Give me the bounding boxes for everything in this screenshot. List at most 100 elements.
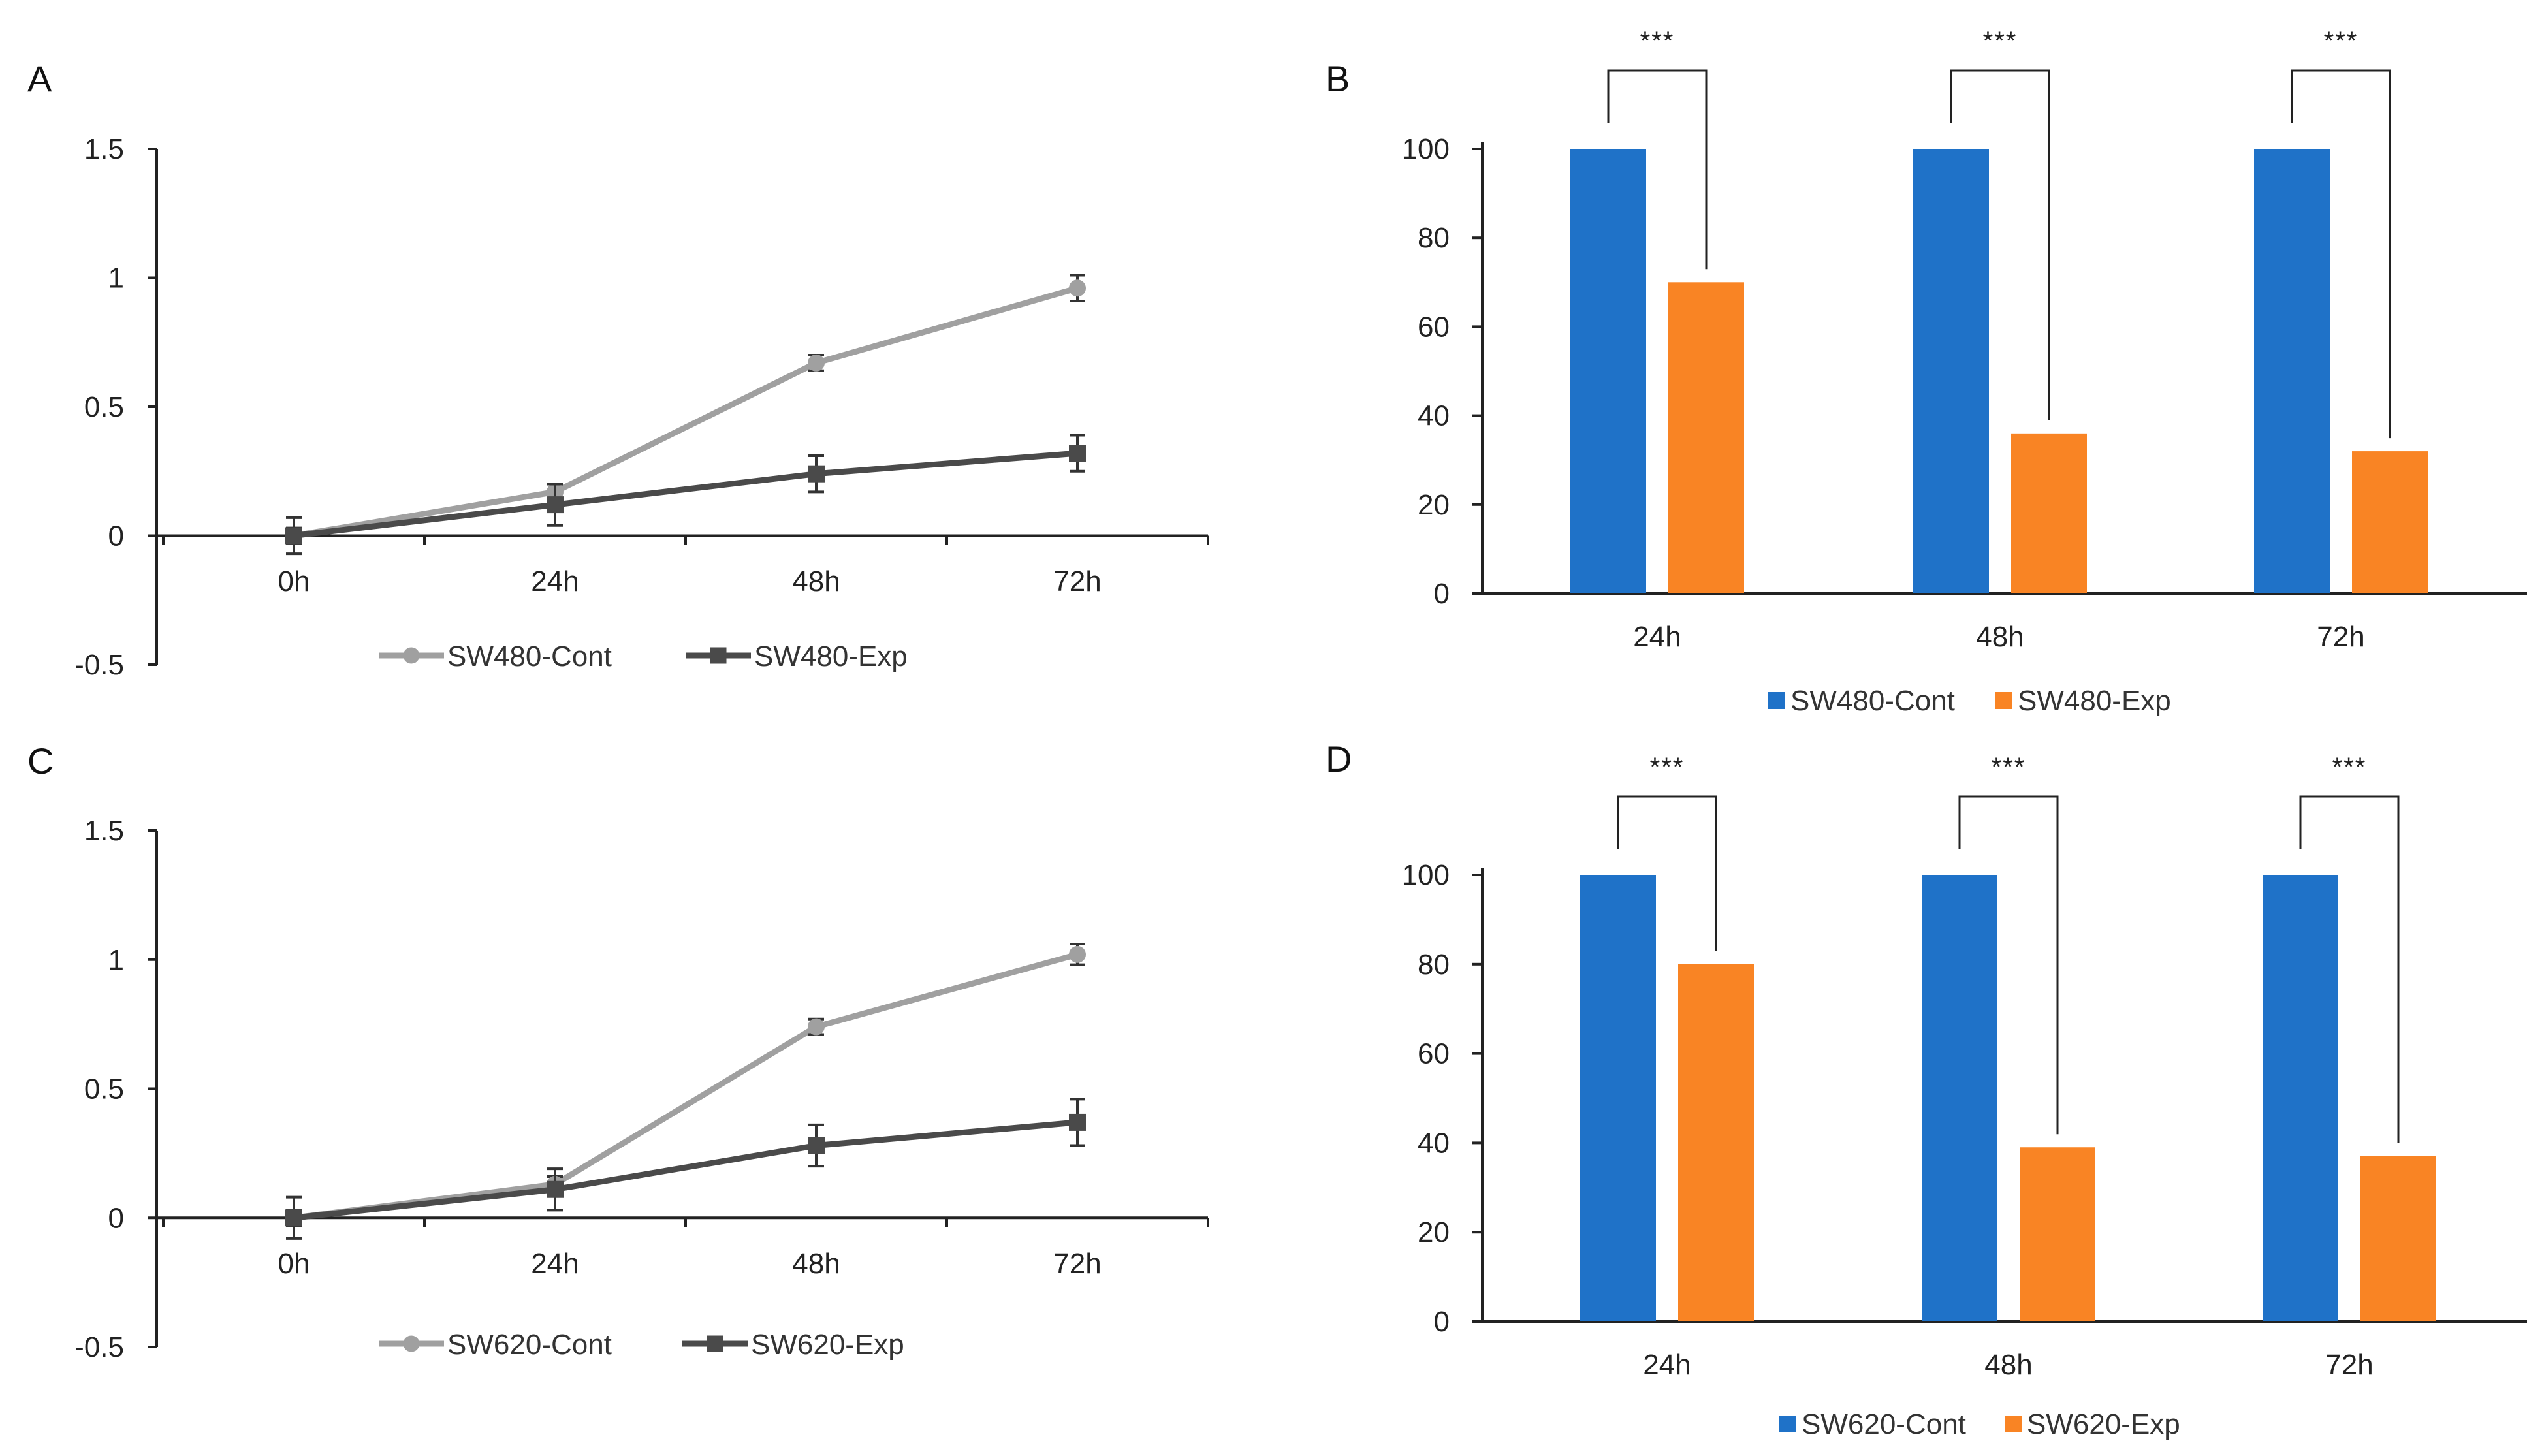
legend-marker-cont xyxy=(403,647,420,664)
panel-letter: B xyxy=(1326,58,1350,99)
series-line-exp xyxy=(293,1119,1078,1221)
significance-label: *** xyxy=(1650,753,1685,782)
panel-letter: A xyxy=(27,58,52,99)
legend: SW620-Cont SW620-Exp xyxy=(379,1329,904,1361)
legend-label-cont: SW480-Cont xyxy=(1790,685,1955,717)
legend-label-cont: SW620-Cont xyxy=(447,1329,612,1361)
series-line-cont xyxy=(293,951,1079,1221)
legend-label-exp: SW480-Exp xyxy=(2018,685,2171,717)
bar-cont xyxy=(2263,875,2338,1321)
legend-swatch-exp xyxy=(2005,1416,2022,1432)
x-tick-label: 48h xyxy=(792,1248,840,1280)
y-tick-label: 1.5 xyxy=(84,815,124,847)
y-tick-label: 100 xyxy=(1402,859,1450,891)
significance-label: *** xyxy=(2324,27,2359,55)
legend-swatch-cont xyxy=(1768,692,1785,709)
legend-label-exp: SW620-Exp xyxy=(751,1329,904,1361)
bar-exp xyxy=(2011,433,2087,593)
significance-label: *** xyxy=(2332,753,2367,782)
x-tick-label: 48h xyxy=(1984,1349,2032,1381)
bar-exp xyxy=(2352,451,2428,593)
significance-bracket xyxy=(1607,69,1708,270)
data-point xyxy=(808,1018,825,1036)
x-tick-label: 48h xyxy=(1976,621,2024,653)
data-point xyxy=(808,354,825,372)
significance-bracket xyxy=(2299,795,2400,1143)
y-tick-label: 0.5 xyxy=(84,1073,124,1105)
bar-cont xyxy=(1913,149,1989,593)
data-point xyxy=(285,527,302,545)
series-line-cont xyxy=(293,285,1079,539)
panel-a: A 1.5 1 0.5 0 -0.5 0h 24h 48h 72h SW480-Cont SW… xyxy=(27,58,1209,681)
data-point xyxy=(808,465,825,483)
panel-d: D 100 80 60 40 20 0 24h 48h 72h *** *** *** SW620… xyxy=(1326,738,2527,1440)
x-tick-label: 72h xyxy=(1053,1248,1101,1280)
x-tick-label: 24h xyxy=(531,565,579,597)
x-tick-label: 0h xyxy=(278,565,310,597)
y-tick-label: 80 xyxy=(1418,949,1450,981)
y-tick-label: 0 xyxy=(108,1202,124,1234)
x-tick-label: 24h xyxy=(531,1248,579,1280)
data-point xyxy=(1069,945,1086,963)
bar-cont xyxy=(2254,149,2330,593)
significance-bracket xyxy=(1958,795,2059,1135)
y-tick-label: 0 xyxy=(1434,1306,1450,1338)
significance-bracket xyxy=(2291,69,2391,439)
legend-label-exp: SW480-Exp xyxy=(754,641,908,673)
significance-label: *** xyxy=(1640,27,1675,55)
data-point xyxy=(808,1137,825,1154)
y-tick-label: 100 xyxy=(1402,133,1450,165)
legend: SW480-Cont SW480-Exp xyxy=(1768,685,2171,717)
y-tick-label: -0.5 xyxy=(74,649,124,681)
y-tick-label: 1 xyxy=(108,262,124,294)
y-tick-label: 80 xyxy=(1418,222,1450,254)
legend-marker-exp xyxy=(707,1335,723,1352)
y-tick-label: 20 xyxy=(1418,1216,1450,1248)
data-point xyxy=(1069,445,1086,462)
y-tick-label: 60 xyxy=(1418,311,1450,343)
series-line-exp xyxy=(293,450,1078,539)
legend-label-exp: SW620-Exp xyxy=(2027,1408,2180,1440)
y-tick-label: 40 xyxy=(1418,1127,1450,1159)
significance-bracket xyxy=(1617,795,1717,951)
bar-exp xyxy=(1668,282,1744,593)
x-tick-label: 72h xyxy=(1053,565,1101,597)
y-tick-label: 40 xyxy=(1418,400,1450,432)
x-tick-label: 0h xyxy=(278,1248,310,1280)
bar-cont xyxy=(1922,875,1997,1321)
data-point xyxy=(1069,1113,1086,1131)
data-point xyxy=(285,1209,302,1227)
legend-label-cont: SW480-Cont xyxy=(447,641,612,673)
data-point xyxy=(547,496,564,514)
x-tick-label: 72h xyxy=(2325,1349,2373,1381)
data-point xyxy=(1069,279,1086,297)
bar-cont xyxy=(1580,875,1656,1321)
y-tick-label: 0.5 xyxy=(84,391,124,423)
legend-marker-cont xyxy=(403,1335,420,1352)
legend-label-cont: SW620-Cont xyxy=(1802,1408,1966,1440)
data-point xyxy=(547,1180,564,1198)
y-tick-label: -0.5 xyxy=(74,1331,124,1363)
bar-exp xyxy=(2360,1156,2436,1321)
bar-exp xyxy=(2020,1147,2095,1321)
panel-b: B 100 80 60 40 20 0 24h 48h 72h *** *** *** SW480… xyxy=(1326,27,2527,717)
legend: SW480-Cont SW480-Exp xyxy=(379,641,908,673)
panel-c: C 1.5 1 0.5 0 -0.5 0h 24h 48h 72h SW620-Cont SW… xyxy=(27,740,1209,1363)
x-tick-label: 72h xyxy=(2317,621,2364,653)
legend: SW620-Cont SW620-Exp xyxy=(1779,1408,2180,1440)
bar-cont xyxy=(1570,149,1646,593)
bar-exp xyxy=(1678,964,1754,1321)
y-tick-label: 60 xyxy=(1418,1038,1450,1070)
significance-label: *** xyxy=(1992,753,2026,782)
y-tick-label: 20 xyxy=(1418,489,1450,521)
significance-label: *** xyxy=(1983,27,2018,55)
y-tick-label: 0 xyxy=(1434,578,1450,610)
legend-swatch-exp xyxy=(1995,692,2012,709)
x-tick-label: 24h xyxy=(1633,621,1681,653)
legend-marker-exp xyxy=(710,647,727,664)
y-tick-label: 1 xyxy=(108,944,124,976)
x-tick-label: 24h xyxy=(1643,1349,1691,1381)
x-tick-label: 48h xyxy=(792,565,840,597)
panel-letter: C xyxy=(27,740,54,782)
